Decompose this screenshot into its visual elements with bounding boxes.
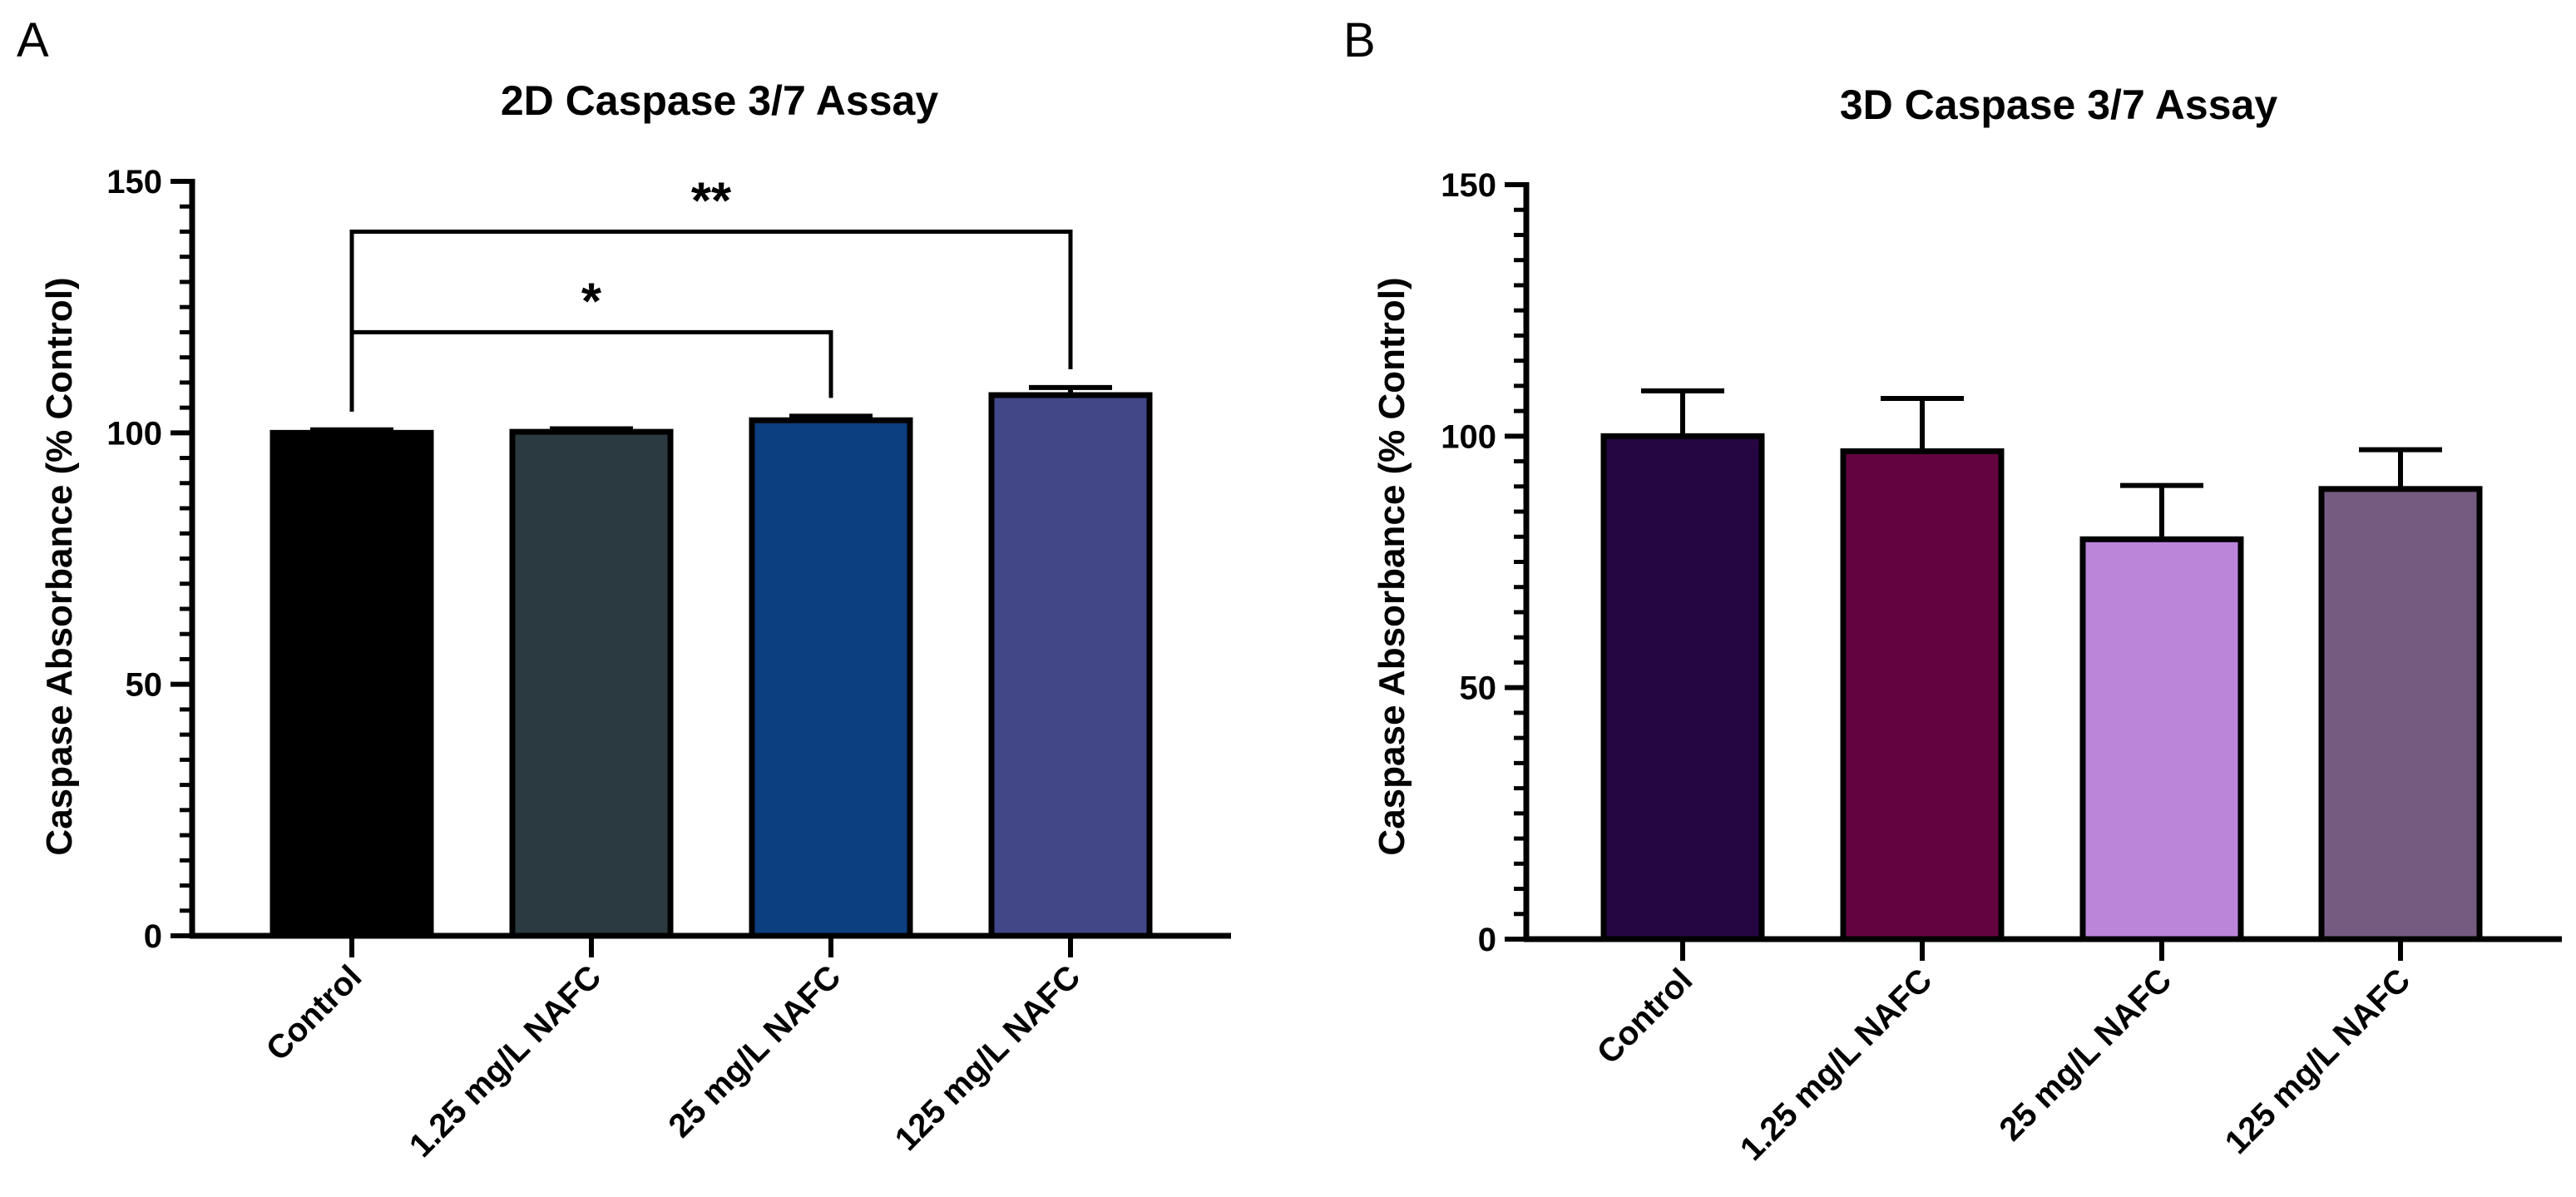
panel-a-bar-1: [509, 428, 674, 939]
panel-a-significance-bracket-0: [349, 329, 833, 412]
panel-b-y-tick-label-150: 150: [1441, 167, 1496, 204]
panel-b-x-tick-label-1: 1.25 mg/L NAFC: [1733, 962, 1939, 1167]
panel-a-y-tick-label-0: 0: [144, 918, 162, 955]
panel-a-x-tick-label-2: 25 mg/L NAFC: [661, 958, 848, 1145]
panel-a-bar-2: [749, 417, 913, 939]
panel-a-y-axis-label: Caspase Absorbance (% Control): [39, 277, 80, 855]
panel-b-bar-2: [2079, 536, 2244, 942]
panel-a-x-tick-label-0: Control: [260, 958, 369, 1068]
panel-a-significance-label-0: *: [581, 273, 602, 330]
panel-a-letter: A: [17, 13, 49, 67]
panel-a-x-tick-label-1: 1.25 mg/L NAFC: [403, 958, 608, 1164]
panel-a-y-tick-label-150: 150: [106, 164, 162, 200]
panel-b-x-tick-label-3: 125 mg/L NAFC: [2218, 962, 2418, 1161]
panel-b-y-tick-label-0: 0: [1478, 922, 1496, 958]
panel-a-y-tick-label-100: 100: [106, 415, 162, 452]
panel-a-bar-0: [269, 429, 434, 939]
panel-a-significance-label-1: **: [691, 172, 732, 230]
panel-b-bar-1: [1840, 448, 2005, 942]
panel-b-plot: 0 50 100 150 Control 1.25 mg/L NAFC 25 mg/L NA…: [1441, 167, 2562, 1168]
panel-b-bar-0: [1600, 433, 1765, 942]
panel-b-x-tick-label-2: 25 mg/L NAFC: [1992, 962, 2178, 1148]
panel-b-letter: B: [1343, 13, 1376, 67]
panel-a-bar-3: [988, 392, 1153, 939]
panel-b-y-axis-label: Caspase Absorbance (% Control): [1372, 277, 1412, 855]
panel-b-y-tick-label-100: 100: [1441, 418, 1496, 455]
panel-b-y-tick-label-50: 50: [1460, 670, 1497, 707]
panel-b-x-tick-label-0: Control: [1590, 962, 1700, 1071]
panel-a-y-tick-label-50: 50: [126, 667, 163, 704]
panel-b-title: 3D Caspase 3/7 Assay: [1840, 82, 2277, 128]
panel-a-title: 2D Caspase 3/7 Assay: [501, 77, 938, 124]
panel-b-bar-3: [2318, 486, 2483, 942]
panel-a-significance-bracket-1: [349, 229, 1073, 412]
panel-a-plot: 0 50 100 150 Control 1.25 mg/L NAFC 25 mg/L NA…: [106, 164, 1231, 1165]
panel-a-x-tick-label-3: 125 mg/L NAFC: [888, 958, 1088, 1158]
